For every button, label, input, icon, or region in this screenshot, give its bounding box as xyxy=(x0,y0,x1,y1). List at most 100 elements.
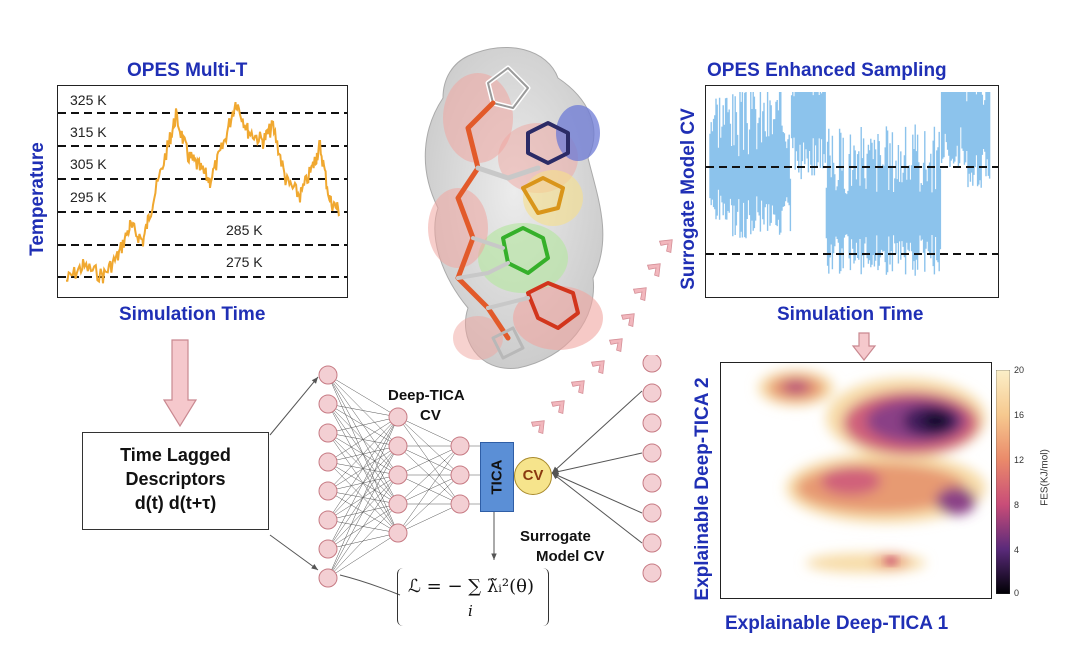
arrowhead-icon xyxy=(552,468,559,475)
nn-edge xyxy=(327,416,399,492)
nn-edge xyxy=(327,416,399,550)
surrogate-arrow xyxy=(551,472,643,544)
chevron-arrow-icon xyxy=(646,263,661,278)
nn-hidden-node xyxy=(388,494,408,514)
fes-xlabel: Explainable Deep-TICA 1 xyxy=(725,613,949,634)
enhanced-ylabel: Surrogate Model CV xyxy=(678,108,699,290)
surrogate-model-label: Model CV xyxy=(536,548,605,565)
surrogate-node xyxy=(642,473,662,493)
loss-formula-box: ℒ = − ∑ λ̃ᵢ²(θ) i xyxy=(397,568,549,626)
surrogate-label: Surrogate xyxy=(520,528,591,545)
nn-hidden-node xyxy=(450,436,470,456)
nn-input-node xyxy=(318,394,338,414)
colorbar-tick-4: 4 xyxy=(1014,545,1020,555)
enhanced-title: OPES Enhanced Sampling xyxy=(707,60,947,81)
nn-edge xyxy=(327,374,399,418)
descriptor-arrow-lower xyxy=(269,534,319,571)
colorbar-tick-8: 8 xyxy=(1014,500,1020,510)
chevron-arrow-icon xyxy=(570,380,585,395)
surrogate-node xyxy=(642,443,662,463)
nn-hidden-node xyxy=(388,465,408,485)
temp-label-285: 285 K xyxy=(226,222,263,238)
temperature-lines xyxy=(58,112,347,278)
fes-plot xyxy=(720,362,992,599)
arrow-down-icon xyxy=(162,339,198,428)
arrowhead-icon xyxy=(552,473,559,480)
temp-label-325: 325 K xyxy=(70,92,107,108)
chevron-arrow-icon xyxy=(620,313,635,328)
molecule-image xyxy=(424,47,604,369)
nn-hidden-node xyxy=(388,523,408,543)
neural-network xyxy=(269,355,662,596)
temp-label-315: 315 K xyxy=(70,124,107,140)
descriptors-line3: d(t) d(t+τ) xyxy=(134,493,217,513)
arrow-down-small-icon xyxy=(851,332,877,361)
loss-index: i xyxy=(468,602,473,620)
fes-colorbar xyxy=(996,370,1010,594)
fes-heatmap xyxy=(758,370,986,573)
colorbar-tick-20: 20 xyxy=(1014,365,1025,375)
descriptors-box: Time Lagged Descriptors d(t) d(t+τ) xyxy=(82,432,269,530)
descriptor-arrow-upper xyxy=(269,376,319,436)
arrowhead-icon xyxy=(311,563,318,570)
fes-basins xyxy=(758,370,986,573)
nn-edge xyxy=(327,403,399,418)
nn-input-node xyxy=(318,365,338,385)
enhanced-plot xyxy=(705,85,999,298)
nn-edge xyxy=(397,416,461,447)
arrowhead-icon xyxy=(552,466,559,473)
surrogate-node xyxy=(642,355,662,373)
temp-label-305: 305 K xyxy=(70,156,107,172)
nn-hidden-node xyxy=(388,436,408,456)
nn-edge xyxy=(397,503,461,534)
chevron-arrow-icon xyxy=(608,338,623,353)
nn-edge xyxy=(397,445,461,534)
surrogate-node xyxy=(642,563,662,583)
temp-label-295: 295 K xyxy=(70,189,107,205)
tica-label: TICA xyxy=(488,459,506,495)
multit-title: OPES Multi-T xyxy=(127,60,248,81)
multit-plot-svg xyxy=(58,101,347,284)
cv-trace xyxy=(709,92,991,276)
temperature-trace xyxy=(66,101,341,284)
surrogate-node xyxy=(642,413,662,433)
chevron-arrow-icon xyxy=(590,360,605,375)
deep-tica-label: Deep-TICA xyxy=(388,387,465,404)
surrogate-arrow xyxy=(551,452,643,474)
descriptors-line1: Time Lagged xyxy=(120,445,231,465)
cv-node: CV xyxy=(514,457,552,495)
deep-tica-cv-label: CV xyxy=(420,407,441,424)
multit-xlabel: Simulation Time xyxy=(119,304,266,325)
tica-layer: TICA xyxy=(480,442,514,512)
nn-hidden-node xyxy=(450,494,470,514)
loss-feedback-arrow xyxy=(339,574,401,596)
nn-edge xyxy=(397,445,461,505)
colorbar-label: FES(KJ/mol) xyxy=(1039,449,1051,506)
nn-edge xyxy=(397,474,461,534)
colorbar-tick-0: 0 xyxy=(1014,588,1020,598)
nn-input-node xyxy=(318,539,338,559)
surrogate-arrow xyxy=(551,390,643,474)
nn-edge xyxy=(327,503,399,579)
chevron-arrow-icon xyxy=(658,239,673,254)
multit-plot: 325 K 315 K 305 K 295 K 285 K 275 K xyxy=(57,85,348,298)
fes-ylabel: Explainable Deep-TICA 2 xyxy=(692,377,713,601)
nn-input-node xyxy=(318,510,338,530)
surrogate-node xyxy=(642,383,662,403)
nn-edge xyxy=(327,416,399,521)
nn-input-node xyxy=(318,568,338,588)
chevron-arrows xyxy=(530,239,673,435)
nn-edge xyxy=(327,416,399,434)
nn-input-node xyxy=(318,423,338,443)
surrogate-node xyxy=(642,533,662,553)
colorbar-tick-16: 16 xyxy=(1014,410,1025,420)
nn-edge xyxy=(327,474,399,579)
enhanced-plot-svg xyxy=(706,92,998,276)
arrowhead-icon xyxy=(491,553,497,560)
loss-formula: ℒ = − ∑ λ̃ᵢ²(θ) xyxy=(408,576,534,597)
chevron-arrow-icon xyxy=(550,400,565,415)
nn-input-node xyxy=(318,481,338,501)
arrowhead-icon xyxy=(311,377,318,384)
nn-edge xyxy=(327,532,399,579)
nn-edge xyxy=(327,416,399,463)
